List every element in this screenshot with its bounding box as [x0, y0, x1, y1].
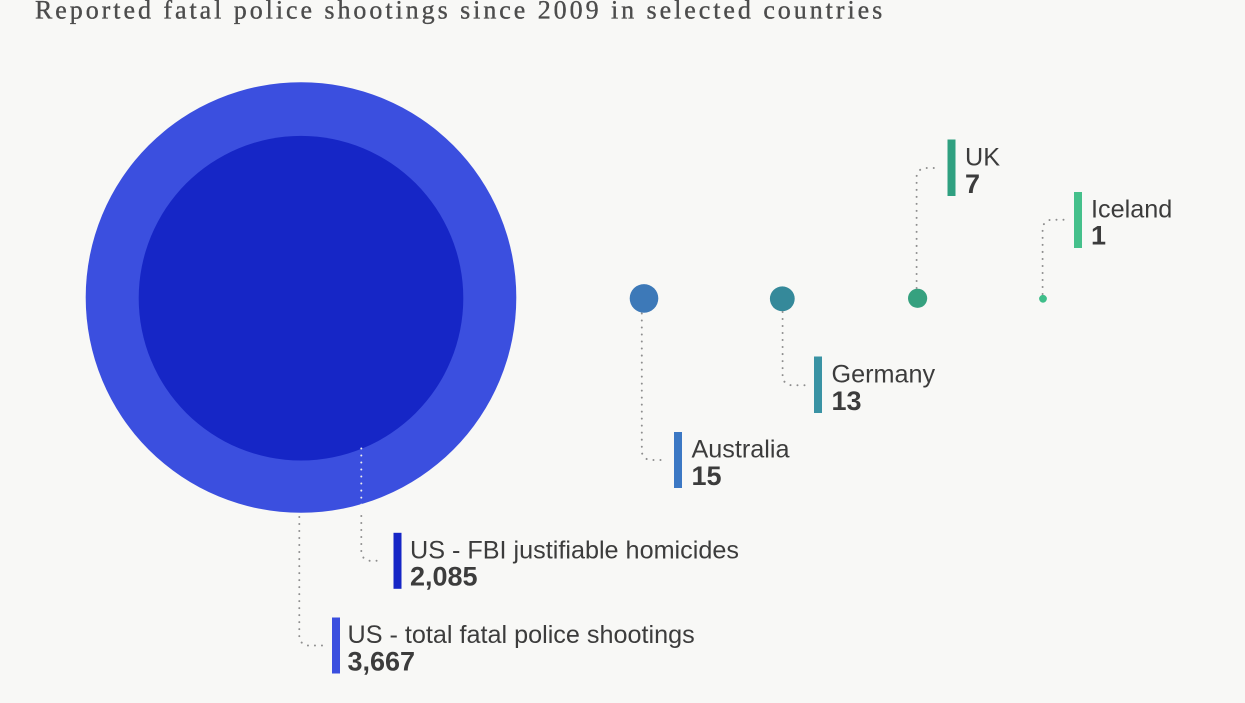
- svg-text:1: 1: [1091, 221, 1106, 251]
- svg-text:Reported fatal police shooting: Reported fatal police shootings since 20…: [35, 0, 885, 25]
- svg-text:7: 7: [965, 169, 980, 199]
- svg-text:Australia: Australia: [692, 436, 791, 464]
- svg-text:US - total fatal police shooti: US - total fatal police shootings: [348, 621, 695, 649]
- svg-text:3,667: 3,667: [348, 646, 416, 676]
- svg-text:Germany: Germany: [832, 361, 936, 389]
- svg-text:13: 13: [832, 386, 862, 416]
- svg-text:US - FBI justifiable homicides: US - FBI justifiable homicides: [410, 536, 739, 564]
- svg-text:2,085: 2,085: [410, 562, 478, 592]
- svg-text:Iceland: Iceland: [1091, 195, 1172, 223]
- svg-text:UK: UK: [965, 144, 1000, 172]
- svg-text:15: 15: [692, 461, 722, 491]
